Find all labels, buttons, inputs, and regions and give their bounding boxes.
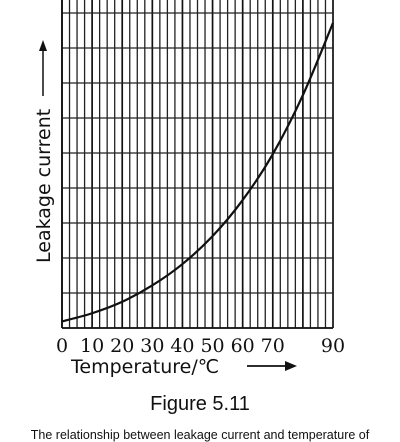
x-tick-label: 60	[231, 335, 255, 357]
x-tick-labels: 0 10 20 30 40 50 60 70 90	[56, 335, 345, 357]
x-tick-label: 10	[80, 335, 104, 357]
figure-label: Figure 5.11	[150, 393, 250, 415]
x-axis-arrow-icon	[247, 361, 297, 371]
x-tick-label: 70	[261, 335, 285, 357]
x-tick-label: 40	[170, 335, 194, 357]
x-tick-label: 0	[56, 335, 68, 357]
x-tick-label: 30	[140, 335, 164, 357]
x-tick-label: 90	[321, 335, 345, 357]
figure-caption: The relationship between leakage current…	[30, 428, 370, 442]
y-axis-arrow-icon	[39, 40, 47, 96]
y-axis-label: Leakage current	[33, 109, 55, 263]
x-axis-label: Temperature/℃	[70, 356, 219, 378]
leakage-current-curve	[61, 22, 335, 323]
x-tick-label: 50	[200, 335, 224, 357]
x-tick-label: 20	[110, 335, 134, 357]
plot-grid	[61, 0, 334, 329]
